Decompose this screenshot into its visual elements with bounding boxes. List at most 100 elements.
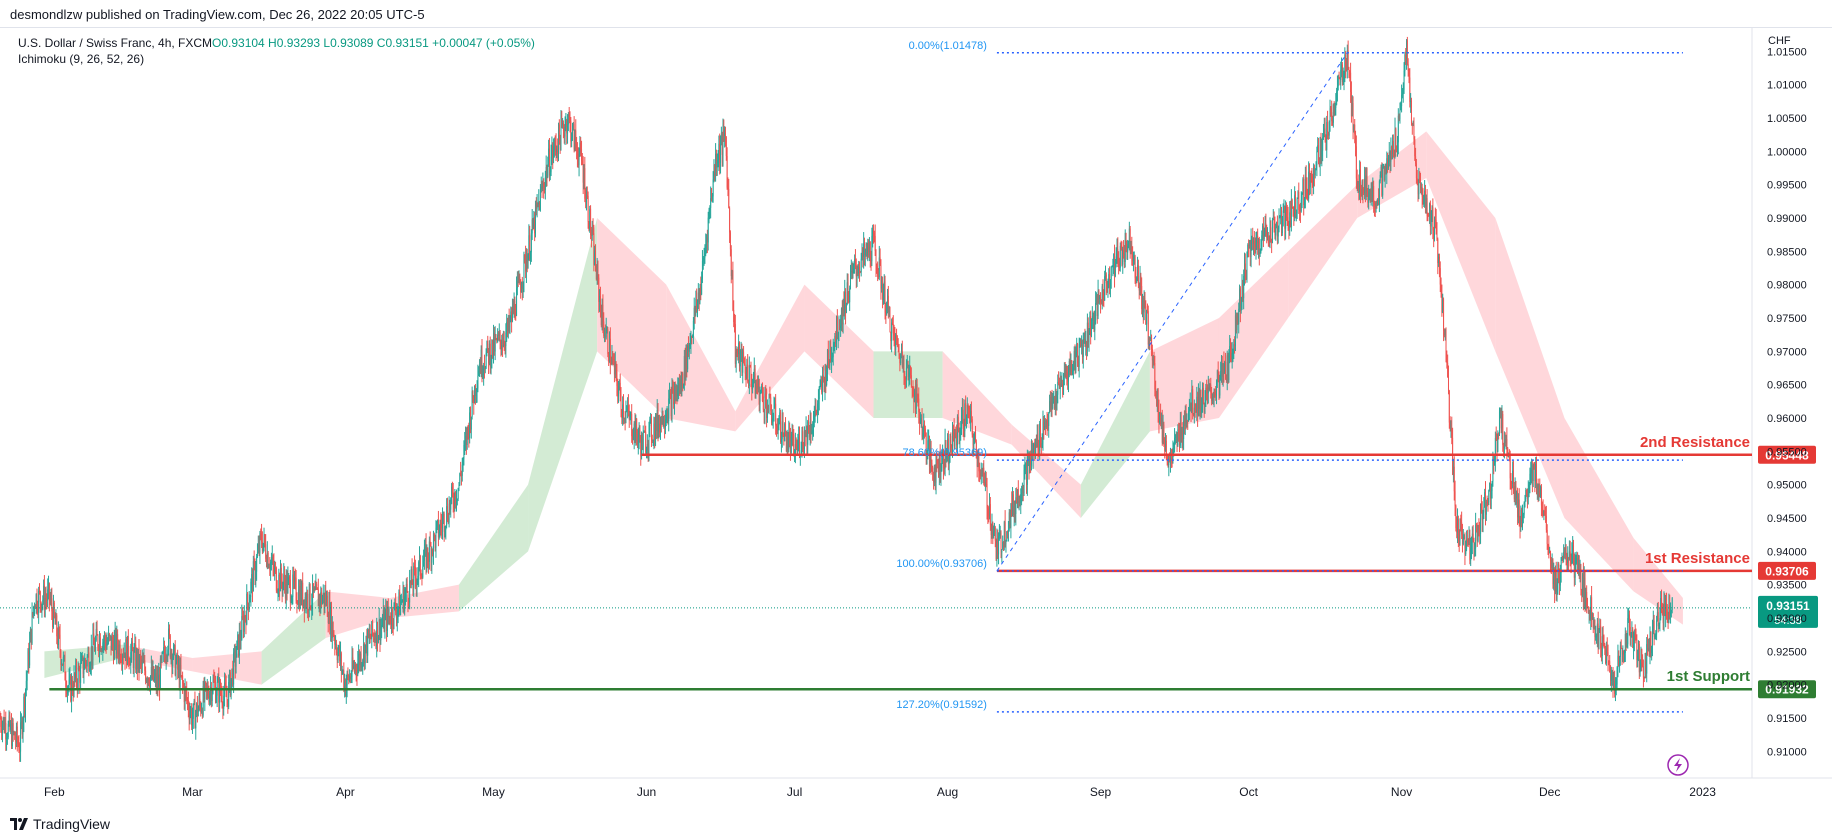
brand-logo[interactable]: TradingView [10,816,110,832]
candle-body [567,114,569,125]
candle-body [1135,277,1137,281]
candle-body [1332,104,1334,123]
candle-body [1187,420,1189,422]
cloud-segment [1080,351,1150,518]
candle-body [369,633,371,639]
candle-body [780,439,782,443]
candle-body [129,663,131,666]
candle-body [156,676,158,688]
candle-body [1647,647,1649,650]
candle-body [630,413,632,415]
candle-body [186,690,188,700]
candle-body [1544,510,1546,515]
fibonacci-tool[interactable]: 0.00%(1.01478)78.60%(0.95369)100.00%(0.9… [896,40,1683,713]
candle-body [1167,460,1169,466]
candle-body [1040,423,1042,447]
candle-body [395,602,397,613]
candle-body [1054,395,1056,409]
candle-body [1243,275,1245,299]
candle-body [145,679,147,682]
candle-body [673,392,675,405]
brand-name: TradingView [33,816,111,832]
alert-icon[interactable] [1667,754,1689,776]
candle-body [427,547,429,560]
candle-body [596,265,598,280]
candle-body [1446,361,1448,363]
candle-body [142,659,144,663]
candle-body [1034,443,1036,454]
candle-body [1651,629,1653,647]
candle-body [507,321,509,332]
candle-body [1165,440,1167,458]
candle-body [731,270,733,277]
candle-body [1386,158,1388,174]
candle-body [1143,298,1145,313]
candle-body [316,587,318,590]
candle-body [157,676,159,688]
legend-indicator[interactable]: Ichimoku (9, 26, 52, 26) [18,52,144,66]
candle-body [1181,431,1183,443]
time-axis[interactable]: Feb Mar Apr May Jun Jul Aug Sep Oct Nov Dec 2023 [44,785,1716,799]
candle-body [735,352,737,364]
candle-body [609,338,611,364]
candle-body [1177,429,1179,446]
candle-body [1008,512,1010,530]
candle-body [820,381,822,386]
candle-body [1426,198,1428,216]
candle-body [548,148,550,165]
candle-body [798,437,800,442]
candle-body [1566,554,1568,563]
candle-body [0,718,2,727]
price-axis[interactable]: 0.954480.937060.919320.9315154:381.01500… [1758,46,1818,758]
candle-body [1468,535,1470,545]
candle-body [1191,389,1193,412]
candle-body [1601,636,1603,656]
candle-body [682,373,684,387]
candle-body [217,678,219,683]
candle-body [1471,542,1473,549]
candle-body [1402,89,1404,94]
candle-body [653,423,655,440]
candle-body [650,418,652,440]
candle-body [649,419,651,427]
candle-body [86,656,88,666]
candle-body [1376,203,1378,206]
candle-body [1653,620,1655,637]
candle-body [1577,563,1579,574]
candle-body [147,678,149,683]
candle-body [1145,306,1147,325]
candle-body [850,271,852,273]
candle-body [28,651,30,666]
candle-body [124,652,126,661]
candle-body [1467,541,1469,545]
candle-body [1401,94,1403,107]
candle-body [730,249,732,277]
candle-body [1618,655,1620,667]
candle-body [489,343,491,367]
candle-body [1166,457,1168,461]
candle-body [58,628,60,635]
cloud-segment [389,584,459,618]
candle-body [1638,644,1640,673]
candle-body [1522,514,1524,517]
candle-body [711,196,713,199]
candle-body [562,123,564,132]
candle-body [1095,303,1097,321]
candle-body [796,447,798,451]
candle-body [390,622,392,625]
candle-body [263,534,265,543]
legend-symbol[interactable]: U.S. Dollar / Swiss Franc, 4h, FXCM [18,36,212,50]
candle-body [744,364,746,374]
candle-body [599,296,601,309]
candle-body [1225,361,1227,379]
candle-body [869,241,871,259]
candle-body [1381,173,1383,196]
candle-body [1149,338,1151,340]
y-tick-label: 0.91000 [1767,746,1807,758]
candle-body [978,455,980,472]
candle-body [1318,164,1320,166]
candle-body [1450,428,1452,430]
candle-body [279,567,281,592]
candle-body [558,124,560,138]
